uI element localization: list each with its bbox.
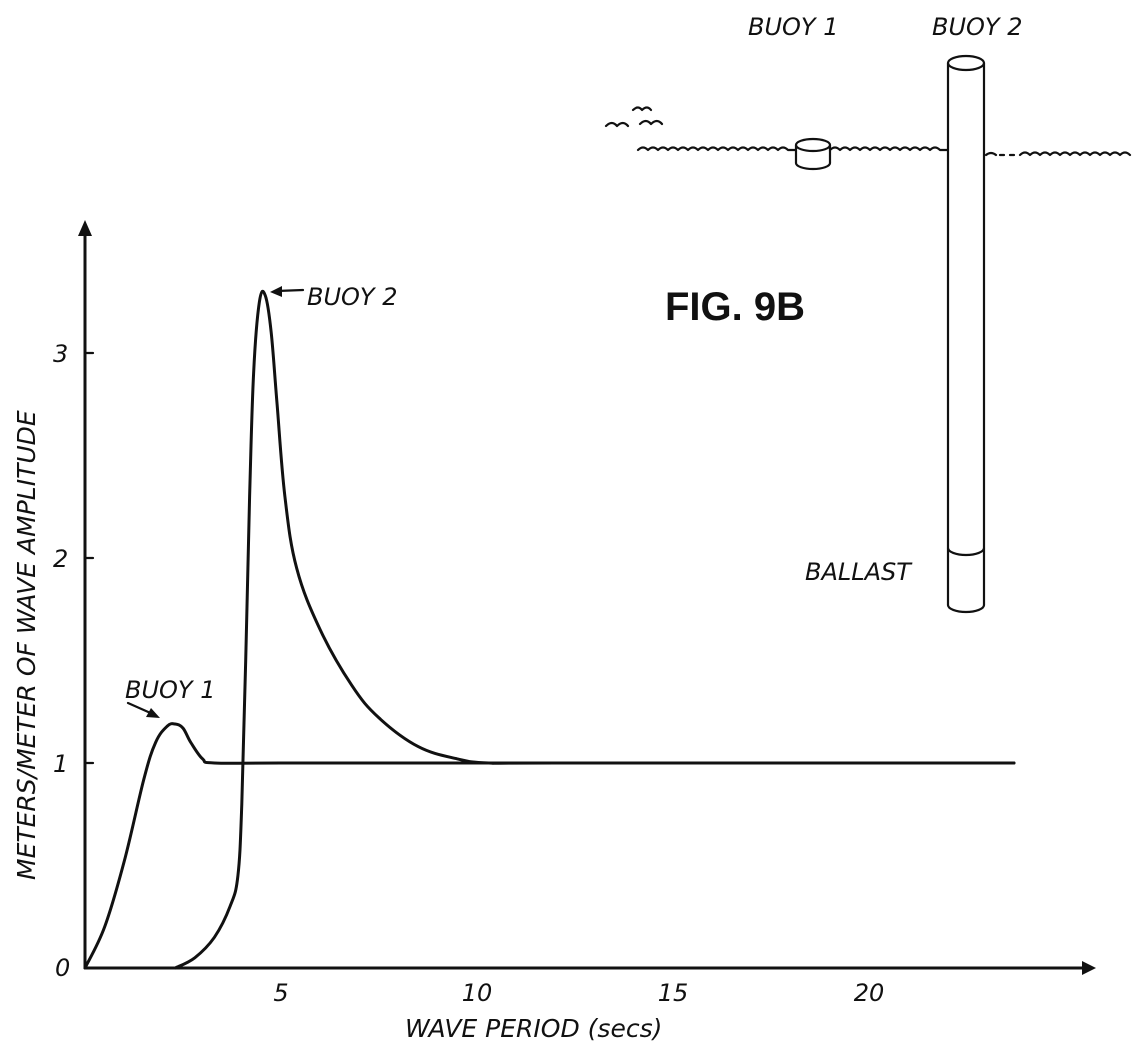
buoy-2-shape — [946, 54, 986, 614]
buoy-1-shape — [794, 137, 832, 171]
y-tick-label: 0 — [55, 954, 70, 982]
buoy-2-label: BUOY 2 — [932, 13, 1022, 41]
series-group — [83, 289, 1016, 970]
ballast-label: BALLAST — [805, 558, 913, 586]
water-surface-right — [984, 151, 1132, 157]
buoy-2-arrowhead — [270, 286, 282, 297]
buoy-1-curve-label: BUOY 1 — [125, 676, 215, 704]
ballast-section — [946, 546, 986, 557]
buoy-1-arrowhead — [146, 708, 160, 718]
x-axis-arrow — [1082, 961, 1096, 975]
buoy-2-curve-label: BUOY 2 — [307, 283, 397, 311]
buoy-1-annotation: BUOY 1 — [125, 676, 215, 718]
y-tick-label: 2 — [53, 545, 68, 573]
birds-icon — [604, 106, 664, 128]
tick-labels: 0 1 2 3 5 10 15 20 — [53, 340, 884, 1007]
x-tick-label: 10 — [462, 979, 493, 1007]
y-tick-label: 1 — [53, 750, 68, 778]
y-axis-arrow — [78, 220, 92, 236]
x-axis-title: WAVE PERIOD (secs) — [405, 1014, 662, 1043]
x-tick-label: 15 — [658, 979, 689, 1007]
water-surface-left — [636, 146, 797, 152]
series-line-buoy-1 — [83, 722, 1016, 970]
buoy-2-annotation: BUOY 2 — [270, 283, 397, 311]
axis-ticks — [83, 351, 95, 765]
chart: 0 1 2 3 5 10 15 20 BUOY 1 BUOY 2 WAVE PERIOD (s… — [12, 220, 1096, 1043]
x-tick-label: 5 — [273, 979, 288, 1007]
x-tick-label: 20 — [854, 979, 885, 1007]
buoy-illustration: BUOY 1 BUOY 2 BALLAST — [604, 13, 1132, 614]
buoy-1-label: BUOY 1 — [748, 13, 838, 41]
axes — [78, 220, 1096, 975]
series-line-buoy-2 — [173, 289, 1016, 970]
water-surface-middle — [828, 146, 949, 152]
y-axis-title: METERS/METER OF WAVE AMPLITUDE — [12, 410, 41, 880]
y-tick-label: 3 — [53, 340, 68, 368]
figure-label: FIG. 9B — [665, 285, 805, 329]
